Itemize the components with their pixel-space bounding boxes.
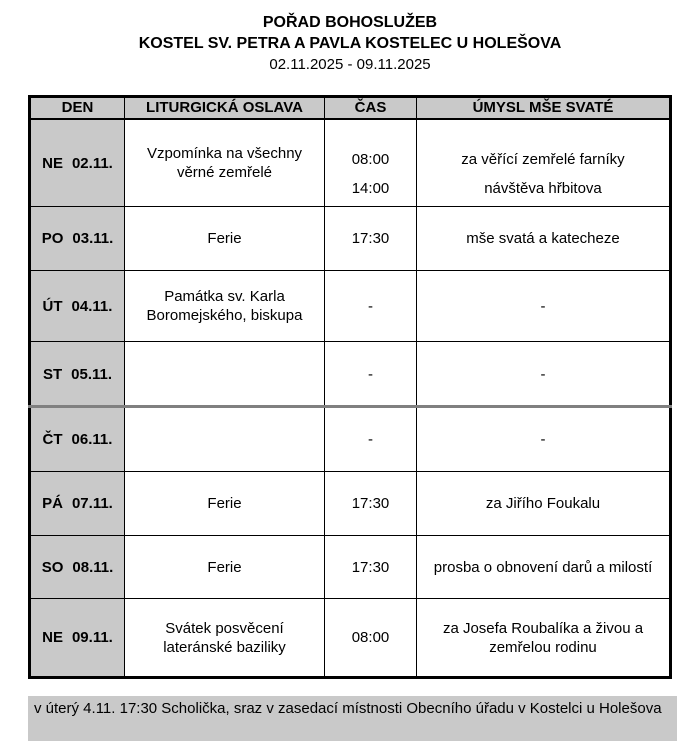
- celebration-cell: [125, 342, 325, 407]
- intention-value: prosba o obnovení darů a milostí: [433, 558, 653, 576]
- date-range: 02.11.2025 - 09.11.2025: [269, 56, 431, 73]
- celebration-text: Ferie: [207, 495, 242, 512]
- celebration-cell: Ferie: [125, 472, 325, 536]
- time-value: 14:00: [351, 180, 390, 197]
- day-abbr: ST: [42, 365, 63, 383]
- day-abbr: PO: [41, 230, 64, 247]
- intention-cell: za věřící zemřelé farníky návštěva hřbito…: [417, 120, 669, 207]
- celebration-text: Svátek posvěcení lateránské baziliky: [163, 619, 286, 656]
- day-date: 05.11.: [71, 365, 113, 383]
- celebration-text: Vzpomínka na všechny věrné zemřelé: [146, 145, 303, 181]
- time-value: -: [368, 430, 373, 448]
- day-date: 07.11.: [71, 495, 113, 512]
- day-date: 08.11.: [72, 558, 114, 576]
- intention-value: mše svatá a katecheze: [466, 230, 620, 247]
- day-abbr: NE: [42, 629, 63, 646]
- day-abbr: NE: [42, 154, 63, 172]
- intention-value: za Jiřího Foukalu: [485, 495, 601, 512]
- time-value: -: [368, 365, 373, 383]
- celebration-text: Ferie: [207, 558, 242, 576]
- column-header-1: LITURGICKÁ OSLAVA: [125, 98, 325, 120]
- time-cell: 08:00: [325, 599, 417, 676]
- time-value: -: [368, 297, 373, 315]
- day-cell: ST 05.11.: [31, 342, 125, 407]
- page-subtitle: KOSTEL SV. PETRA A PAVLA KOSTELEC U HOLE…: [138, 35, 562, 52]
- intention-value: -: [540, 297, 546, 315]
- day-date: 09.11.: [71, 629, 113, 646]
- intention-value: návštěva hřbitova: [484, 180, 602, 197]
- celebration-cell: Vzpomínka na všechny věrné zemřelé: [125, 120, 325, 207]
- page-title: POŘAD BOHOSLUŽEB: [262, 14, 438, 31]
- intention-cell: za Josefa Roubalíka a živou a zemřelou r…: [417, 599, 669, 676]
- column-header-3: ÚMYSL MŠE SVATÉ: [417, 98, 669, 120]
- celebration-text: Ferie: [207, 230, 242, 247]
- time-cell: 08:00 14:00: [325, 120, 417, 207]
- schedule-table: DEN LITURGICKÁ OSLAVA ČAS ÚMYSL MŠE SVATÉ NE…: [28, 95, 672, 679]
- day-abbr: ČT: [42, 430, 63, 448]
- column-header-0: DEN: [31, 98, 125, 120]
- column-header-2: ČAS: [325, 98, 417, 120]
- day-abbr: SO: [41, 558, 64, 576]
- day-cell: ÚT 04.11.: [31, 271, 125, 342]
- intention-cell: za Jiřího Foukalu: [417, 472, 669, 536]
- intention-value: -: [540, 365, 546, 383]
- day-cell: PO 03.11.: [31, 207, 125, 271]
- intention-value: za věřící zemřelé farníky: [461, 151, 625, 168]
- time-value: 17:30: [351, 495, 390, 512]
- day-abbr: PÁ: [42, 495, 63, 512]
- time-value: 17:30: [351, 230, 390, 247]
- celebration-text: Památka sv. Karla Boromejského, biskupa: [146, 288, 303, 324]
- day-date: 03.11.: [72, 230, 114, 247]
- day-cell: NE 09.11.: [31, 599, 125, 676]
- intention-value: -: [540, 430, 546, 448]
- document-header: POŘAD BOHOSLUŽEB KOSTEL SV. PETRA A PAVL…: [0, 13, 700, 75]
- celebration-cell: Památka sv. Karla Boromejského, biskupa: [125, 271, 325, 342]
- time-value: 08:00: [351, 629, 390, 646]
- day-cell: ČT 06.11.: [31, 407, 125, 472]
- celebration-cell: [125, 407, 325, 472]
- intention-cell: -: [417, 407, 669, 472]
- day-date: 02.11.: [71, 154, 113, 172]
- page-break-line: [28, 405, 672, 408]
- time-cell: -: [325, 271, 417, 342]
- time-cell: 17:30: [325, 207, 417, 271]
- day-abbr: ÚT: [42, 297, 63, 315]
- celebration-cell: Ferie: [125, 207, 325, 271]
- intention-cell: -: [417, 271, 669, 342]
- day-date: 06.11.: [71, 430, 113, 448]
- day-cell: NE 02.11.: [31, 120, 125, 207]
- day-cell: PÁ 07.11.: [31, 472, 125, 536]
- time-cell: 17:30: [325, 536, 417, 599]
- time-cell: -: [325, 342, 417, 407]
- intention-value: za Josefa Roubalíka a živou a zemřelou r…: [442, 619, 644, 656]
- time-value: 08:00: [351, 151, 390, 168]
- time-value: 17:30: [351, 558, 390, 576]
- celebration-cell: Svátek posvěcení lateránské baziliky: [125, 599, 325, 676]
- celebration-cell: Ferie: [125, 536, 325, 599]
- footer-note: v úterý 4.11. 17:30 Scholička, sraz v za…: [28, 696, 677, 741]
- day-date: 04.11.: [71, 297, 113, 315]
- intention-cell: -: [417, 342, 669, 407]
- time-cell: -: [325, 407, 417, 472]
- day-cell: SO 08.11.: [31, 536, 125, 599]
- intention-cell: mše svatá a katecheze: [417, 207, 669, 271]
- intention-cell: prosba o obnovení darů a milostí: [417, 536, 669, 599]
- time-cell: 17:30: [325, 472, 417, 536]
